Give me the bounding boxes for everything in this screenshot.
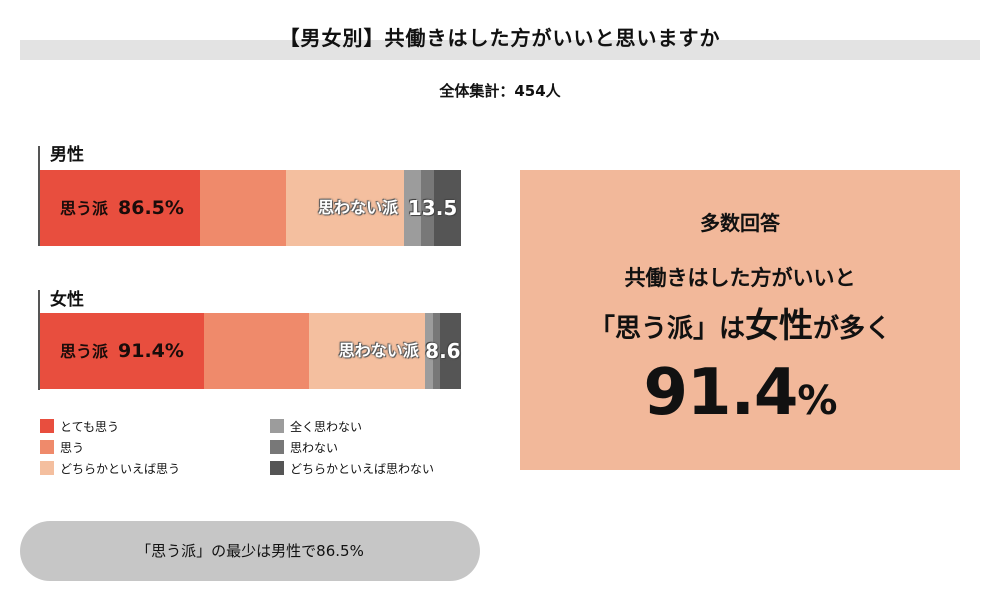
legend-item: とても思う bbox=[40, 417, 119, 435]
legend-swatch bbox=[40, 461, 54, 475]
bar-segment-6 bbox=[434, 170, 461, 246]
legend-swatch bbox=[40, 440, 54, 454]
legend-item: 思う bbox=[40, 438, 84, 456]
summary-pill: 「思う派」の最少は男性で86.5% bbox=[20, 521, 480, 581]
negative-total-value: 13.5 bbox=[407, 196, 458, 220]
legend-label: 思わない bbox=[290, 440, 339, 455]
total-respondents: 全体集計：454人 bbox=[439, 82, 561, 100]
category-label-female: 女性 bbox=[50, 290, 84, 310]
callout-pct-unit: % bbox=[797, 378, 837, 424]
legend-item: 思わない bbox=[270, 438, 338, 456]
callout-heading: 多数回答 bbox=[700, 211, 780, 235]
bar-segment-2 bbox=[204, 313, 310, 389]
legend-swatch bbox=[270, 461, 284, 475]
bar-segment-3 bbox=[286, 170, 405, 246]
legend-item: どちらかといえば思う bbox=[40, 459, 180, 477]
legend-label: 全く思わない bbox=[290, 419, 363, 434]
positive-group-name: 思う派 bbox=[60, 342, 109, 361]
positive-group-name: 思う派 bbox=[60, 199, 109, 218]
legend-swatch bbox=[270, 440, 284, 454]
title-band bbox=[20, 40, 980, 60]
legend: とても思う 思う どちらかといえば思う 全く思わない 思わない どちらかといえば… bbox=[40, 417, 500, 481]
legend-item: 全く思わない bbox=[270, 417, 362, 435]
bar-segment-1 bbox=[40, 313, 205, 389]
legend-swatch bbox=[40, 419, 54, 433]
callout-line-1: 共働きはした方がいいと bbox=[624, 266, 856, 290]
positive-summary-label: 思う派 91.4% bbox=[60, 313, 184, 389]
callout-pct-value: 91.4 bbox=[643, 356, 799, 430]
bar-segment-5 bbox=[433, 313, 440, 389]
callout-line-2-emphasis: 女性 bbox=[745, 306, 813, 346]
negative-total-value: 8.6 bbox=[425, 339, 461, 363]
bar-segment-1 bbox=[40, 170, 200, 246]
legend-label: とても思う bbox=[60, 419, 120, 434]
bar-segment-6 bbox=[439, 313, 461, 389]
negative-group-name: 思わない派 bbox=[318, 198, 399, 217]
axis-line-male bbox=[38, 146, 40, 246]
bar-segment-4 bbox=[424, 313, 434, 389]
positive-total-value: 86.5% bbox=[118, 197, 184, 219]
legend-swatch bbox=[270, 419, 284, 433]
legend-label: 思う bbox=[60, 440, 85, 455]
positive-summary-label: 思う派 86.5% bbox=[60, 170, 184, 246]
bar-segment-4 bbox=[404, 170, 421, 246]
bar-male: 思う派 86.5% 思わない派 13.5 bbox=[40, 170, 461, 246]
bar-segment-2 bbox=[199, 170, 287, 246]
page-title: 【男女別】共働きはした方がいいと思いますか bbox=[279, 26, 721, 50]
bar-segment-5 bbox=[420, 170, 435, 246]
callout-line-2: 「思う派」は女性が多く bbox=[520, 298, 960, 347]
callout-line-2-a: 「思う派」は bbox=[588, 314, 745, 344]
stacked-bar-chart: 男性 思う派 86.5% 思わない派 13.5 女性 思う派 91.4% 思わない派 8.6 bbox=[38, 140, 468, 400]
negative-group-name: 思わない派 bbox=[338, 341, 419, 360]
positive-total-value: 91.4% bbox=[118, 340, 184, 362]
bar-female: 思う派 91.4% 思わない派 8.6 bbox=[40, 313, 461, 389]
legend-label: どちらかといえば思う bbox=[60, 461, 181, 476]
legend-item: どちらかといえば思わない bbox=[270, 459, 434, 477]
callout-line-2-c: が多く bbox=[813, 314, 892, 344]
axis-line-female bbox=[38, 290, 40, 390]
callout-box: 多数回答 共働きはした方がいいと 「思う派」は女性が多く 91.4% bbox=[520, 170, 960, 470]
callout-percentage: 91.4% bbox=[520, 356, 960, 430]
bar-segment-3 bbox=[309, 313, 425, 389]
category-label-male: 男性 bbox=[50, 145, 84, 165]
legend-label: どちらかといえば思わない bbox=[290, 461, 435, 476]
